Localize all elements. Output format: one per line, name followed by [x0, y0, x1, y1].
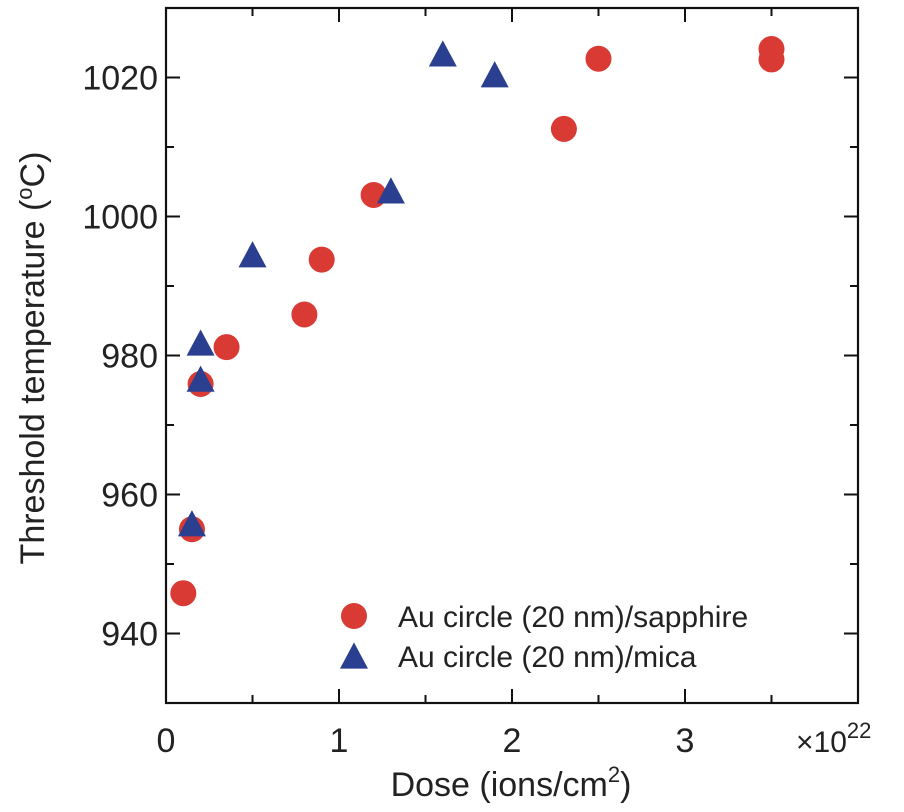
- x-axis-multiplier-base: ×10: [796, 726, 847, 759]
- data-point-mica: [480, 61, 509, 88]
- x-tick-label: 3: [676, 722, 695, 760]
- x-axis-multiplier: ×1022: [796, 718, 871, 759]
- data-point-sapphire: [213, 334, 240, 361]
- x-tick-label: 2: [503, 722, 522, 760]
- legend-label: Au circle (20 nm)/sapphire: [398, 601, 748, 634]
- data-point-mica: [186, 365, 215, 392]
- y-tick-label: 1020: [82, 60, 158, 98]
- x-axis-label: Dose (ions/cm2): [391, 762, 632, 804]
- y-axis-label-unit: C): [14, 152, 52, 188]
- y-axis-label-main: Threshold temperature (: [14, 199, 52, 564]
- data-point-sapphire: [170, 580, 197, 607]
- y-tick-label: 1000: [82, 199, 158, 237]
- legend-label: Au circle (20 nm)/mica: [398, 641, 697, 674]
- y-axis-label: Threshold temperature (oC): [12, 152, 52, 565]
- data-point-mica: [186, 329, 215, 356]
- y-tick-label: 960: [101, 477, 158, 515]
- y-tick-label: 940: [101, 616, 158, 654]
- x-axis-label-main: Dose (ions/cm: [391, 766, 608, 804]
- y-axis-label-degree: o: [12, 187, 37, 199]
- data-point-sapphire: [308, 246, 335, 273]
- y-tick-label: 980: [101, 338, 158, 376]
- legend-marker-circle: [341, 603, 367, 629]
- plot-frame: [164, 6, 860, 705]
- data-point-sapphire: [758, 36, 785, 63]
- data-point-sapphire: [291, 301, 318, 328]
- legend-marker-triangle: [340, 642, 368, 669]
- data-point-mica: [177, 510, 206, 537]
- x-axis-label-close: ): [620, 766, 631, 804]
- data-point-sapphire: [550, 115, 577, 142]
- data-point-mica: [238, 241, 267, 268]
- data-point-mica: [376, 177, 405, 204]
- x-axis-multiplier-exponent: 22: [847, 718, 871, 743]
- x-axis-label-superscript: 2: [608, 762, 620, 787]
- x-tick-label: 1: [330, 722, 349, 760]
- x-tick-label: 0: [157, 722, 176, 760]
- data-point-sapphire: [585, 45, 612, 72]
- data-point-mica: [428, 40, 457, 67]
